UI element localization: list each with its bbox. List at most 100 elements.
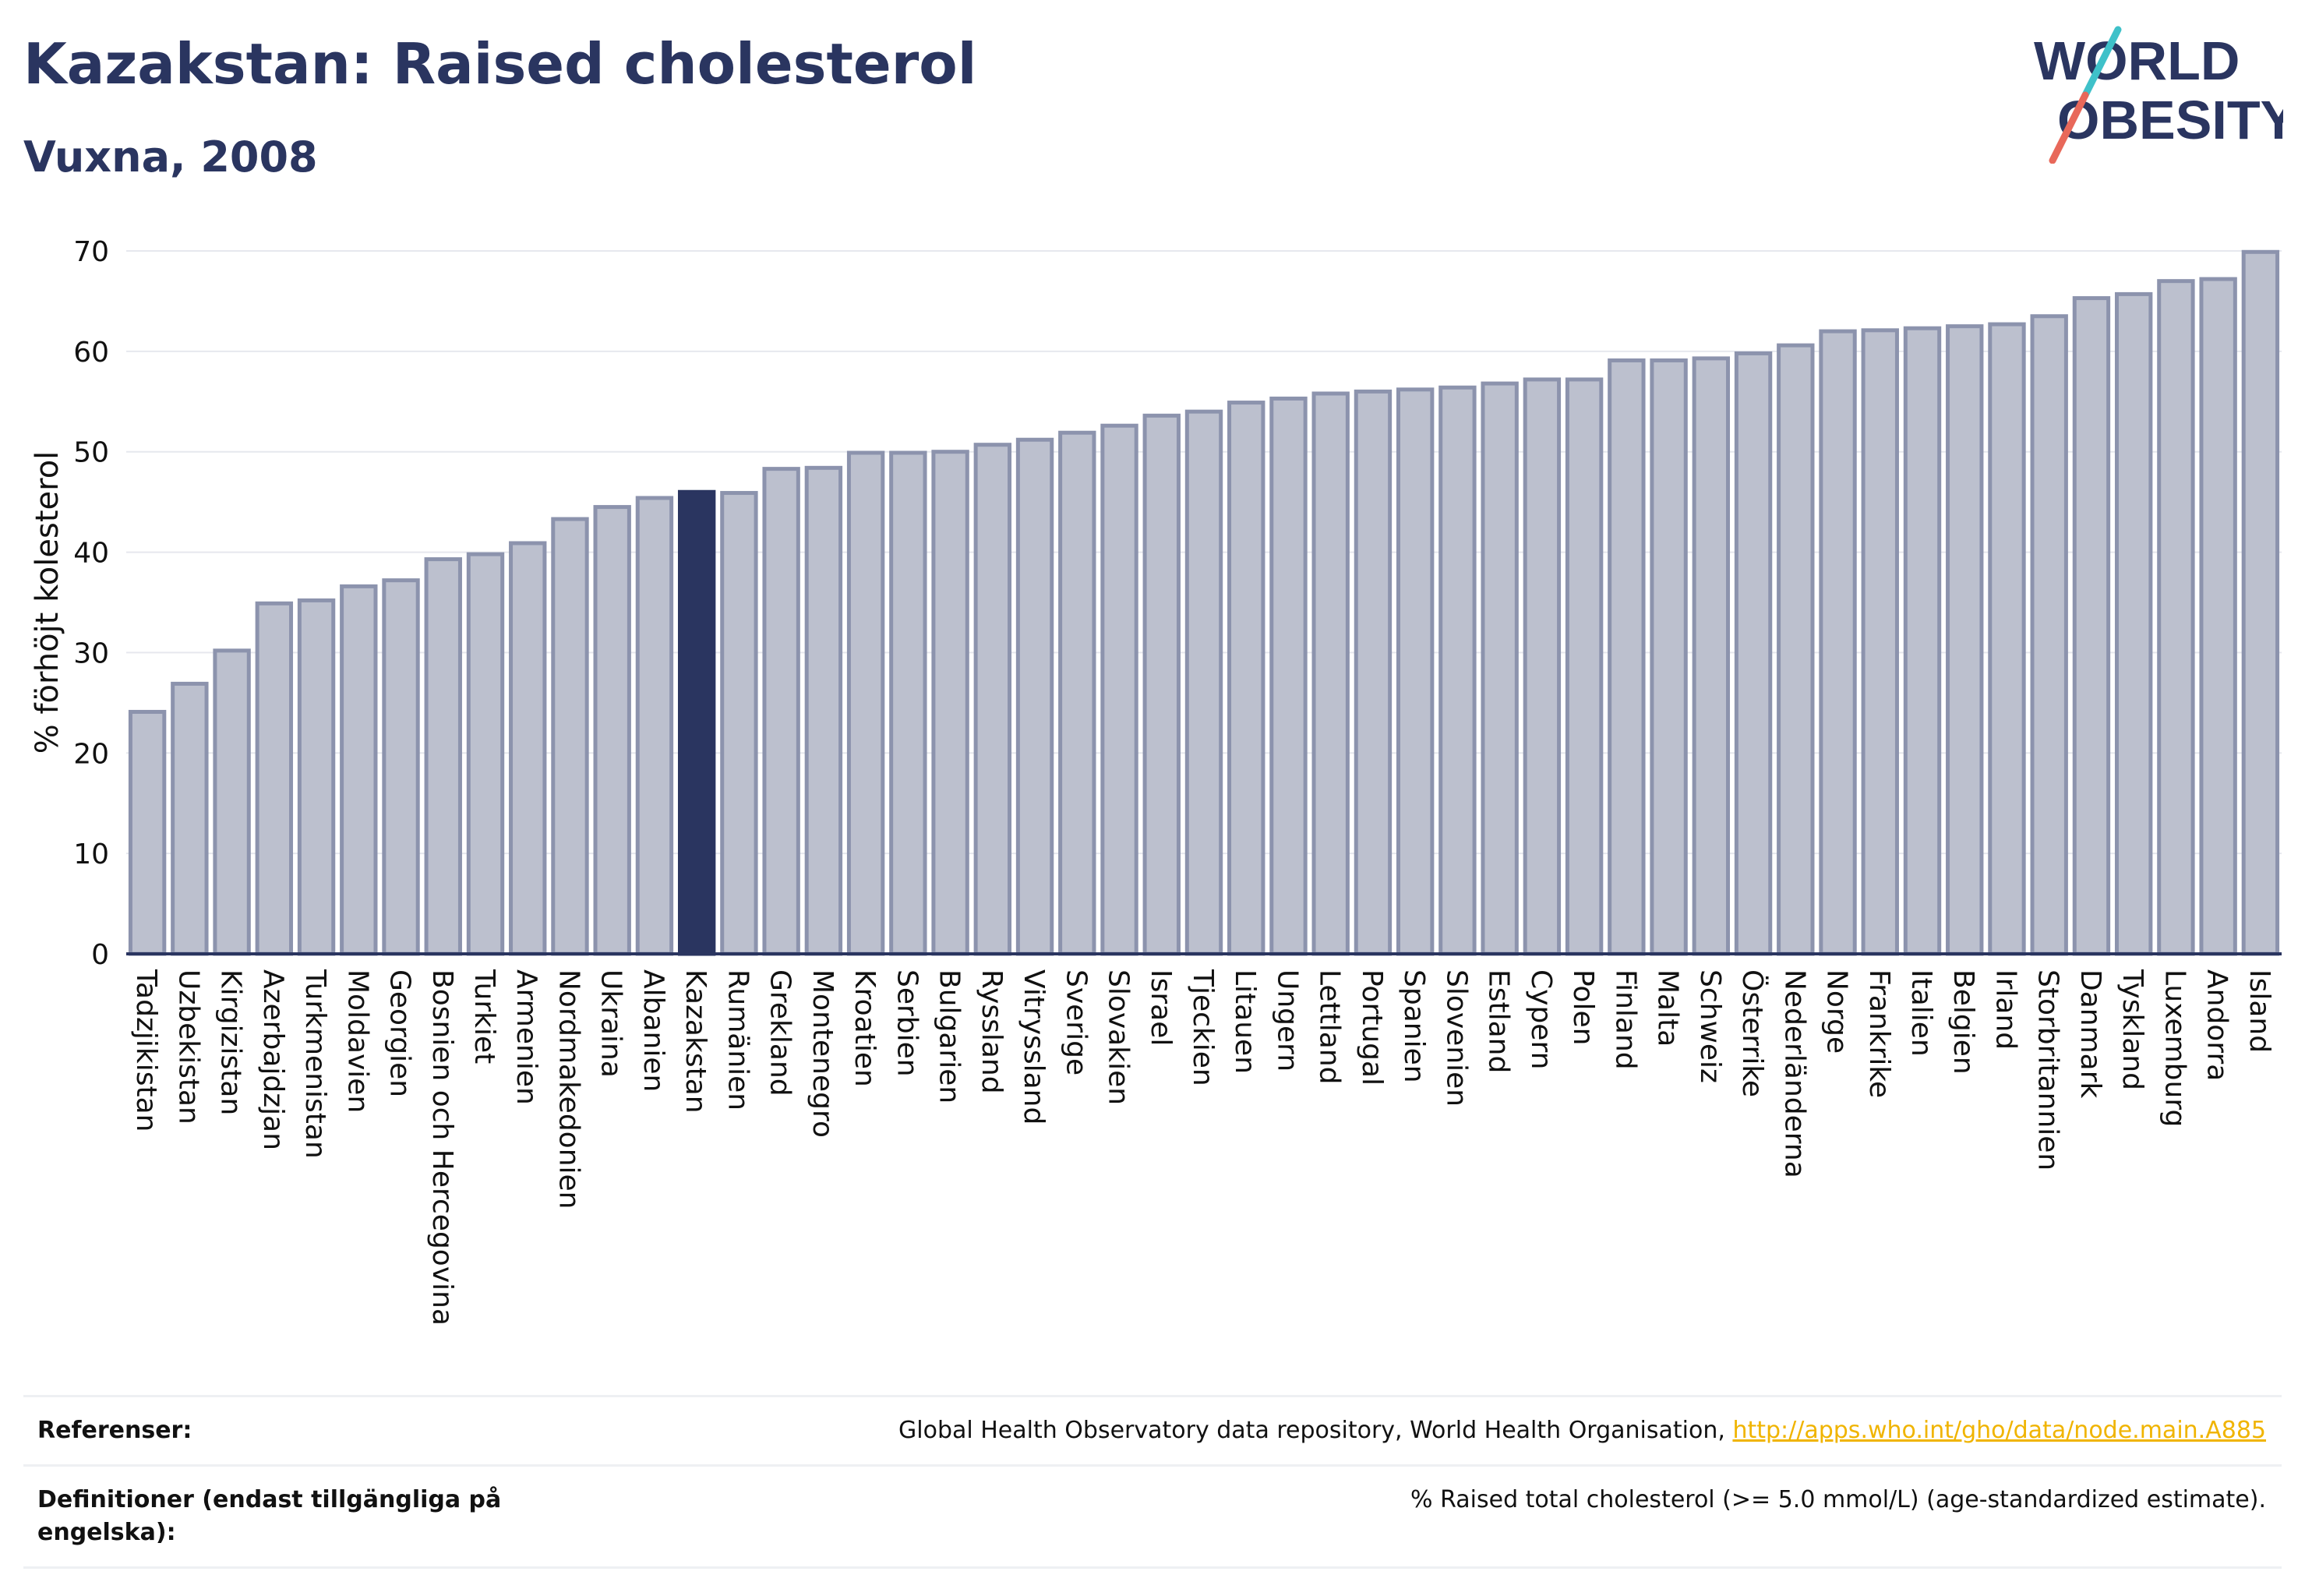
bar xyxy=(1015,437,1054,956)
x-tick-label: Tadzjikistan xyxy=(130,969,162,1132)
x-tick-label: Uzbekistan xyxy=(172,969,204,1125)
references-label: Referenser: xyxy=(37,1417,192,1444)
bar xyxy=(1311,391,1350,956)
bar xyxy=(1354,389,1393,956)
bar xyxy=(762,467,800,956)
bar xyxy=(2241,249,2280,956)
x-tick-label: Ungern xyxy=(1271,969,1303,1072)
page-subtitle: Vuxna, 2008 xyxy=(23,132,318,182)
x-tick-label: Irland xyxy=(1989,969,2021,1050)
world-obesity-logo: WORLD OBESITY xyxy=(2034,26,2283,164)
y-axis-label: % förhöjt kolesterol xyxy=(30,451,65,754)
bar xyxy=(255,601,294,956)
x-tick-label: Estland xyxy=(1483,969,1515,1073)
x-tick-label: Andorra xyxy=(2201,969,2233,1081)
x-tick-label: Litauen xyxy=(1229,969,1261,1074)
x-tick-label: Rumänien xyxy=(722,969,754,1110)
x-tick-label: Turkmenistan xyxy=(299,969,331,1159)
bar xyxy=(804,465,843,956)
bar xyxy=(297,598,336,956)
x-tick-label: Polen xyxy=(1567,969,1599,1045)
bar xyxy=(1903,326,1942,956)
bar xyxy=(382,578,420,956)
bar-chart: 0 10 20 30 40 50 60 70 Tadzjikistan Uzbekistan Ki… xyxy=(30,236,2282,1326)
bar xyxy=(1650,358,1688,956)
x-tick-label: Albanien xyxy=(637,969,669,1092)
x-tick-label: Bulgarien xyxy=(934,969,965,1103)
bar xyxy=(213,648,251,956)
x-tick-label: Sverige xyxy=(1060,969,1092,1075)
logo-slash-coral xyxy=(2049,91,2089,164)
bar xyxy=(1184,409,1223,956)
bar xyxy=(1608,358,1646,956)
x-tick-label: Ukraina xyxy=(595,969,627,1078)
x-tick-label: Luxemburg xyxy=(2159,969,2190,1127)
y-tick-label: 60 xyxy=(73,337,109,369)
logo-line2: OBESITY xyxy=(2057,90,2283,150)
bar xyxy=(128,709,167,956)
x-tick-label: Ryssland xyxy=(976,969,1008,1094)
bar xyxy=(1565,377,1604,956)
x-tick-label: Danmark xyxy=(2074,969,2106,1099)
x-tick-label: Armenien xyxy=(510,969,542,1105)
bar xyxy=(424,557,462,956)
x-tick-label: Portugal xyxy=(1356,969,1388,1086)
x-tick-label: Moldavien xyxy=(341,969,373,1113)
x-tick-label: Tjeckien xyxy=(1187,969,1219,1086)
bar xyxy=(1396,387,1435,956)
bar xyxy=(1227,401,1265,956)
bar-highlighted xyxy=(677,489,716,956)
references-value: Global Health Observatory data repositor… xyxy=(898,1414,2266,1447)
x-axis-ticks: Tadzjikistan Uzbekistan Kirgizistan Azerbaj… xyxy=(130,969,2275,1326)
x-tick-label: Georgien xyxy=(384,969,416,1097)
bar xyxy=(466,552,505,956)
x-tick-label: Slovakien xyxy=(1103,969,1135,1105)
definitions-row: Definitioner (endast tillgängliga på eng… xyxy=(23,1464,2282,1569)
x-tick-label: Israel xyxy=(1145,969,1177,1046)
x-tick-label: Frankrike xyxy=(1863,969,1895,1098)
references-text: Global Health Observatory data repositor… xyxy=(898,1417,1733,1444)
bar xyxy=(889,450,927,956)
logo-slash-teal xyxy=(2081,26,2122,99)
x-tick-label: Norge xyxy=(1821,969,1853,1054)
x-tick-label: Tyskland xyxy=(2116,969,2148,1090)
bar xyxy=(2199,277,2237,956)
bar xyxy=(551,517,589,956)
bar xyxy=(340,584,378,956)
x-tick-label: Montenegro xyxy=(807,969,838,1138)
y-tick-label: 30 xyxy=(73,637,109,669)
bar xyxy=(1692,356,1731,956)
x-tick-label: Azerbajdzjan xyxy=(257,969,289,1150)
chart-footer: Referenser: Global Health Observatory da… xyxy=(23,1395,2282,1569)
bar xyxy=(1819,329,1857,956)
x-tick-label: Nordmakedonien xyxy=(552,969,584,1209)
bar xyxy=(1481,381,1519,956)
x-tick-label: Lettland xyxy=(1314,969,1346,1085)
y-tick-label: 10 xyxy=(73,839,109,870)
references-row: Referenser: Global Health Observatory da… xyxy=(23,1395,2282,1464)
references-link[interactable]: http://apps.who.int/gho/data/node.main.A… xyxy=(1732,1417,2266,1444)
bar xyxy=(1438,385,1477,956)
x-tick-label: Belgien xyxy=(1947,969,1979,1075)
bar xyxy=(1946,324,1984,956)
bar xyxy=(1777,343,1815,956)
bar xyxy=(171,681,209,956)
bar xyxy=(1861,328,1899,956)
bar xyxy=(509,541,547,956)
x-tick-label: Bosnien och Hercegovina xyxy=(426,969,458,1326)
x-tick-label: Österrike xyxy=(1736,969,1769,1097)
bar xyxy=(1142,413,1181,956)
bar xyxy=(2114,291,2153,956)
bar xyxy=(2157,279,2195,956)
bar xyxy=(846,450,885,956)
x-tick-label: Turkiet xyxy=(468,969,500,1064)
x-tick-label: Vitryssland xyxy=(1018,969,1050,1125)
bar xyxy=(1523,377,1562,956)
x-tick-label: Italien xyxy=(1905,969,1937,1057)
bar xyxy=(2030,314,2068,956)
y-tick-label: 0 xyxy=(91,939,109,971)
bar xyxy=(931,450,969,956)
x-tick-label: Spanien xyxy=(1398,969,1430,1083)
x-tick-label: Schweiz xyxy=(1694,969,1726,1083)
x-tick-label: Nederländerna xyxy=(1778,969,1810,1178)
